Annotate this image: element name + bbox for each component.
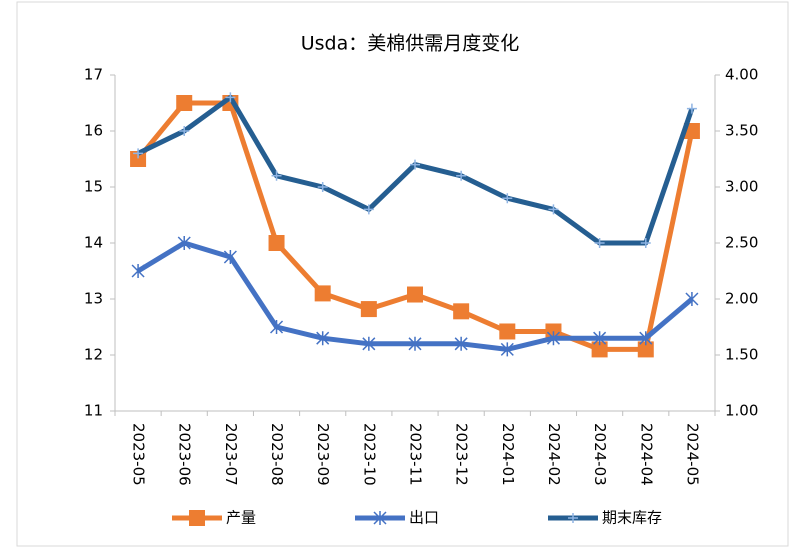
- y2-tick-label: 2.00: [725, 290, 758, 308]
- point: [317, 182, 328, 192]
- legend-label: 出口: [409, 509, 439, 527]
- x-tick-label: 2023-10: [360, 423, 378, 486]
- x-tick-label: 2024-05: [683, 423, 701, 486]
- y-tick-label: 11: [84, 402, 103, 420]
- x-tick-label: 2023-11: [407, 423, 425, 486]
- y2-tick-label: 3.00: [725, 178, 758, 196]
- legend-label: 产量: [226, 509, 256, 527]
- legend-label: 期末库存: [602, 509, 662, 527]
- point: [179, 126, 190, 136]
- y-tick-label: 13: [84, 290, 103, 308]
- y2-tick-label: 3.50: [725, 122, 758, 140]
- point: [177, 236, 191, 250]
- x-tick-label: 2024-02: [545, 423, 563, 486]
- point: [133, 148, 144, 159]
- point: [546, 331, 560, 346]
- point: [453, 303, 470, 320]
- legend-marker: [189, 510, 205, 526]
- y2-tick-label: 2.50: [725, 234, 758, 252]
- point: [502, 193, 513, 204]
- point: [225, 92, 236, 103]
- x-tick-label: 2024-03: [591, 423, 609, 486]
- y2-tick-label: 4.00: [725, 66, 758, 84]
- y-tick-label: 14: [84, 234, 103, 252]
- point: [223, 250, 237, 264]
- point: [500, 342, 514, 357]
- point: [176, 95, 193, 111]
- point: [454, 336, 468, 351]
- point: [362, 336, 376, 351]
- point: [363, 204, 374, 215]
- point: [407, 286, 423, 303]
- point: [316, 331, 330, 346]
- point: [271, 170, 282, 181]
- point: [640, 238, 651, 248]
- x-tick-label: 2023-08: [268, 423, 286, 486]
- legend-marker: [373, 511, 387, 525]
- point: [591, 341, 608, 358]
- y-tick-label: 17: [84, 66, 103, 84]
- x-tick-label: 2023-06: [176, 423, 194, 486]
- point: [360, 301, 377, 318]
- x-tick-label: 2023-12: [453, 423, 471, 486]
- y-tick-label: 15: [84, 178, 103, 196]
- point: [270, 320, 284, 334]
- point: [268, 235, 285, 251]
- x-tick-label: 2023-09: [314, 423, 332, 486]
- point: [593, 331, 607, 346]
- point: [685, 292, 699, 306]
- y-tick-label: 12: [84, 346, 103, 364]
- point: [639, 331, 653, 346]
- x-tick-label: 2024-01: [499, 423, 517, 486]
- point: [131, 264, 145, 278]
- x-tick-label: 2023-07: [222, 423, 240, 486]
- point: [314, 285, 331, 302]
- x-tick-label: 2023-05: [130, 423, 148, 486]
- point: [408, 336, 422, 351]
- point: [499, 323, 516, 340]
- point: [594, 238, 605, 248]
- point: [410, 159, 420, 170]
- y2-tick-label: 1.50: [725, 346, 758, 364]
- point: [456, 170, 467, 181]
- point: [548, 204, 559, 215]
- legend-marker: [568, 513, 578, 523]
- y2-tick-label: 1.00: [725, 402, 758, 420]
- y-tick-label: 16: [84, 122, 103, 140]
- chart-title: Usda：美棉供需月度变化: [301, 33, 520, 55]
- x-tick-label: 2024-04: [637, 423, 655, 486]
- point: [637, 341, 654, 358]
- point: [686, 103, 697, 114]
- point: [130, 151, 147, 167]
